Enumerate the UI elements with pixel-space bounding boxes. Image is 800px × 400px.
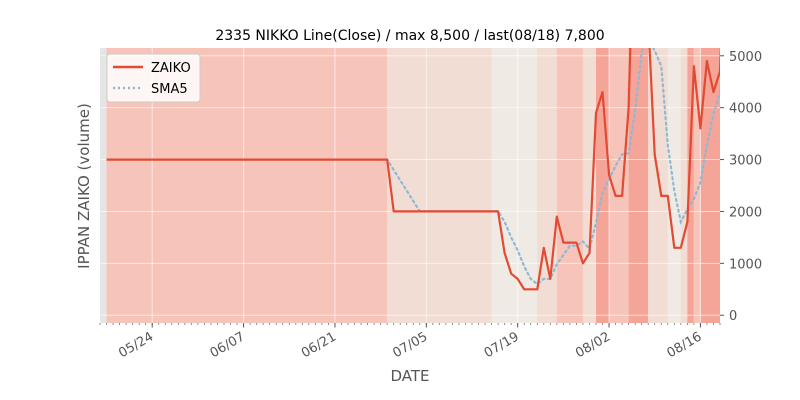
x-axis: 05/24 06/07 06/21 07/05 07/19 08/02 08/16 bbox=[99, 323, 721, 361]
volume-band bbox=[609, 48, 629, 323]
y-tick-label: 5000 bbox=[729, 50, 762, 65]
volume-band bbox=[693, 48, 701, 323]
y-axis: 0 1000 2000 3000 4000 5000 bbox=[720, 50, 762, 324]
chart-title: 2335 NIKKO Line(Close) / max 8,500 / las… bbox=[215, 28, 604, 44]
volume-band bbox=[667, 48, 681, 323]
volume-band bbox=[680, 48, 688, 323]
legend: ZAIKO SMA5 bbox=[106, 53, 201, 103]
x-tick-label: 08/16 bbox=[664, 329, 704, 361]
volume-band bbox=[700, 48, 720, 323]
y-tick-label: 2000 bbox=[729, 205, 762, 220]
x-tick-label: 07/05 bbox=[390, 329, 430, 361]
x-tick-label: 06/21 bbox=[299, 329, 339, 361]
x-tick-label: 07/19 bbox=[482, 329, 522, 361]
x-tick-label: 06/07 bbox=[208, 329, 248, 361]
y-tick-label: 1000 bbox=[729, 257, 762, 272]
series-sma5-line bbox=[379, 48, 720, 286]
series-lines bbox=[106, 48, 720, 291]
volume-band bbox=[491, 48, 538, 323]
series-zaiko-line bbox=[106, 48, 720, 291]
volume-band bbox=[387, 48, 492, 323]
legend-label-zaiko: ZAIKO bbox=[151, 61, 191, 76]
y-tick-label: 4000 bbox=[729, 102, 762, 117]
x-axis-label: DATE bbox=[390, 367, 429, 385]
volume-band bbox=[687, 48, 694, 323]
volume-band bbox=[582, 48, 596, 323]
volume-band bbox=[556, 48, 583, 323]
x-tick-label: 08/02 bbox=[573, 329, 613, 361]
y-axis-label: IPPAN ZAIKO (volume) bbox=[75, 103, 93, 269]
y-tick-label: 0 bbox=[729, 309, 737, 324]
volume-band bbox=[596, 48, 610, 323]
plot-area bbox=[100, 48, 720, 323]
y-tick-label: 3000 bbox=[729, 154, 762, 169]
legend-label-sma5: SMA5 bbox=[151, 82, 188, 97]
x-tick-label: 05/24 bbox=[116, 329, 156, 361]
